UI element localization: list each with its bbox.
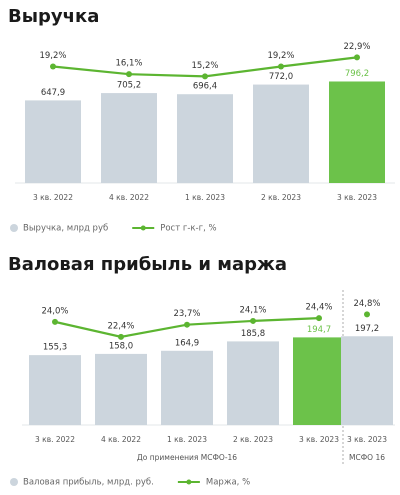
legend-swatch — [10, 224, 18, 232]
bar — [177, 94, 233, 183]
data-label: 23,7% — [173, 309, 200, 319]
line-point — [118, 333, 124, 340]
legend-swatch — [140, 225, 146, 231]
group-label: МСФО 16 — [349, 453, 385, 462]
x-tick-label: 2 кв. 2023 — [233, 435, 273, 444]
data-label: 796,2 — [345, 69, 369, 79]
bar — [101, 93, 157, 183]
bar — [161, 350, 213, 425]
data-label: 24,0% — [41, 306, 68, 316]
data-label: 19,2% — [39, 51, 66, 61]
x-tick-label: 4 кв. 2022 — [109, 193, 149, 202]
legend-swatch — [10, 478, 18, 486]
line-point — [316, 315, 322, 322]
line-point — [278, 63, 284, 70]
chart-title: Выручка — [8, 6, 99, 27]
bar — [329, 81, 385, 183]
x-tick-label: 1 кв. 2023 — [185, 193, 225, 202]
data-label: 24,4% — [305, 303, 332, 313]
legend-label: Рост г-к-г, % — [160, 224, 216, 234]
line-point — [50, 63, 56, 70]
x-tick-label: 3 кв. 2023 — [299, 435, 339, 444]
line-point — [354, 54, 360, 61]
data-label: 158,0 — [109, 341, 133, 351]
chart-title: Валовая прибыль и маржа — [8, 254, 287, 275]
bar — [341, 336, 393, 425]
data-label: 194,7 — [307, 325, 331, 335]
data-label: 772,0 — [269, 72, 293, 82]
x-tick-label: 2 кв. 2023 — [261, 193, 301, 202]
x-tick-label: 3 кв. 2023 — [337, 193, 377, 202]
legend-label: Маржа, % — [206, 478, 250, 488]
x-tick-label: 3 кв. 2022 — [33, 193, 73, 202]
bar — [253, 84, 309, 183]
data-label: 155,3 — [43, 343, 67, 353]
data-label: 24,8% — [353, 299, 380, 309]
line-point — [202, 73, 208, 80]
data-label: 696,4 — [193, 82, 217, 92]
data-label: 24,1% — [239, 305, 266, 315]
line-point — [250, 317, 256, 324]
bar — [227, 341, 279, 425]
data-label: 164,9 — [175, 338, 199, 348]
bar — [95, 353, 147, 425]
x-tick-label: 1 кв. 2023 — [167, 435, 207, 444]
line-point — [52, 318, 58, 325]
bar — [25, 100, 81, 183]
bar — [293, 337, 345, 425]
line-point — [126, 71, 132, 78]
data-label: 705,2 — [117, 81, 141, 91]
data-label: 647,9 — [41, 88, 65, 98]
line-point — [184, 321, 190, 328]
legend-label: Валовая прибыль, млрд. руб. — [23, 478, 154, 488]
bar — [29, 355, 81, 425]
data-label: 197,2 — [355, 324, 379, 334]
data-label: 16,1% — [115, 59, 142, 69]
data-label: 22,9% — [343, 42, 370, 52]
data-label: 15,2% — [191, 61, 218, 71]
x-tick-label: 3 кв. 2023 — [347, 435, 387, 444]
legend-swatch — [186, 479, 192, 485]
group-label: До применения МСФО-16 — [137, 453, 237, 462]
data-label: 19,2% — [267, 51, 294, 61]
legend-label: Выручка, млрд руб — [23, 224, 108, 234]
x-tick-label: 4 кв. 2022 — [101, 435, 141, 444]
line-point — [364, 311, 370, 318]
x-tick-label: 3 кв. 2022 — [35, 435, 75, 444]
data-label: 22,4% — [107, 321, 134, 331]
data-label: 185,8 — [241, 329, 265, 339]
